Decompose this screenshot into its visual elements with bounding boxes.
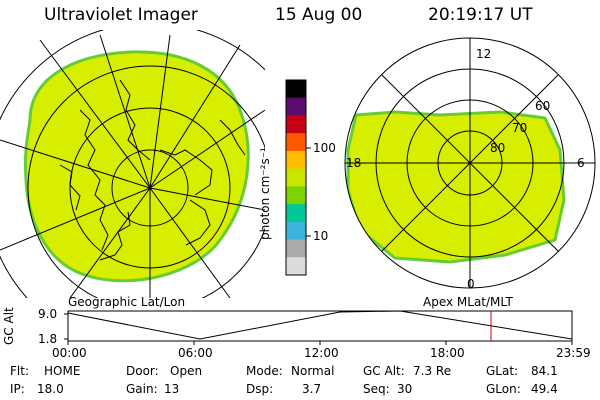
door-value: Open	[170, 364, 203, 378]
flt-label: Flt:	[10, 364, 29, 378]
lat-label-80: 80	[490, 141, 506, 155]
colorbar-segment	[286, 133, 306, 152]
date-label: 15 Aug 00	[275, 5, 363, 25]
mlt-label-0: 0	[467, 277, 475, 291]
colorbar-segment	[286, 204, 306, 223]
altitude-ylabel: GC Alt	[2, 307, 16, 345]
colorbar-segment	[286, 239, 306, 258]
xtick-2359: 23:59	[556, 346, 591, 360]
altitude-ytick-low: 1.8	[38, 332, 58, 346]
coastline	[59, 79, 246, 261]
gcalt-value: 7.3 Re	[413, 364, 452, 378]
colorbar-segment	[286, 257, 306, 276]
colorbar-segment	[286, 80, 306, 99]
mlt-label-18: 18	[346, 156, 362, 170]
time-label: 20:19:17 UT	[428, 5, 533, 25]
geographic-image	[0, 30, 265, 298]
mlt-label-6: 6	[577, 156, 585, 170]
gcalt-label: GC Alt:	[363, 364, 405, 378]
colorbar-tick-10: 10	[313, 229, 329, 243]
mlt-label-12: 12	[476, 47, 492, 61]
dsp-label: Dsp:	[246, 382, 274, 396]
colorbar-segment	[286, 221, 306, 241]
mode-value: Normal	[291, 364, 335, 378]
seq-value: 30	[397, 382, 413, 396]
colorbar	[285, 79, 311, 276]
colorbar-tick-100: 100	[313, 141, 336, 155]
gain-value: 13	[164, 382, 180, 396]
apex-panel-label: Apex MLat/MLT	[423, 295, 513, 309]
glon-value: 49.4	[531, 382, 558, 396]
instrument-title: Ultraviolet Imager	[44, 5, 198, 25]
flt-value: HOME	[44, 364, 81, 378]
xtick-0000: 00:00	[52, 346, 87, 360]
lat-label-60: 60	[535, 99, 551, 113]
seq-label: Seq:	[363, 382, 390, 396]
colorbar-segment	[286, 150, 306, 170]
colorbar-segment	[286, 186, 306, 205]
colorbar-segment	[286, 115, 306, 134]
xtick-1800: 18:00	[430, 346, 465, 360]
xtick-1200: 12:00	[304, 346, 339, 360]
altitude-plot	[64, 310, 573, 345]
altitude-ytick-high: 9.0	[38, 307, 58, 321]
ip-value: 18.0	[37, 382, 64, 396]
polar-plot	[344, 37, 596, 289]
glat-value: 84.1	[531, 364, 558, 378]
geographic-panel-label: Geographic Lat/Lon	[68, 295, 186, 309]
glat-label: GLat:	[486, 364, 519, 378]
colorbar-segment	[286, 97, 306, 116]
colorbar-segment	[286, 168, 306, 187]
dsp-value: 3.7	[302, 382, 322, 396]
glon-label: GLon:	[486, 382, 521, 396]
colorbar-unit-label: photon cm⁻²s⁻¹	[258, 147, 272, 240]
ip-label: IP:	[10, 382, 25, 396]
lat-label-70: 70	[512, 121, 528, 135]
gain-label: Gain:	[126, 382, 158, 396]
door-label: Door:	[126, 364, 159, 378]
xtick-0600: 06:00	[178, 346, 213, 360]
mode-label: Mode:	[246, 364, 283, 378]
